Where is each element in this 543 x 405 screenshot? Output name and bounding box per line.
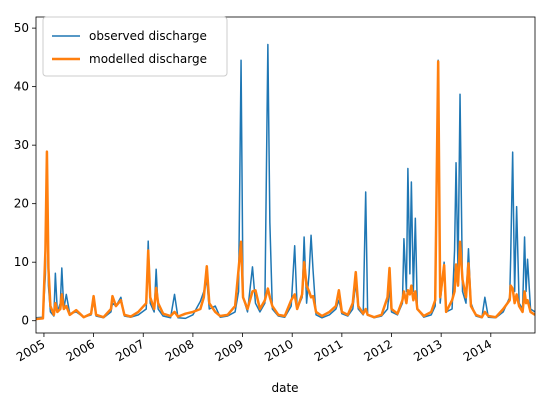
series-line [36,60,535,321]
legend-label: modelled discharge [89,52,207,66]
y-tick-label: 40 [14,80,29,94]
series-line [36,43,535,320]
legend-label: observed discharge [89,29,207,43]
plot-frame [35,16,536,334]
x-axis-label: date [271,381,298,395]
x-tick-label: 2014 [461,337,494,364]
y-tick-label: 10 [14,255,29,269]
legend-box [42,16,228,77]
x-tick-label: 2009 [213,337,246,364]
x-tick-label: 2011 [312,337,345,364]
x-tick-label: 2007 [113,337,146,364]
y-tick-label: 0 [21,314,29,328]
x-tick-label: 2005 [14,337,47,364]
x-tick-label: 2012 [362,337,395,364]
y-tick-label: 20 [14,197,29,211]
y-tick-label: 30 [14,138,29,152]
x-tick-label: 2006 [64,337,97,364]
x-tick-label: 2013 [411,337,444,364]
x-tick-label: 2010 [262,337,295,364]
x-tick-label: 2008 [163,337,196,364]
y-tick-label: 50 [14,21,29,35]
